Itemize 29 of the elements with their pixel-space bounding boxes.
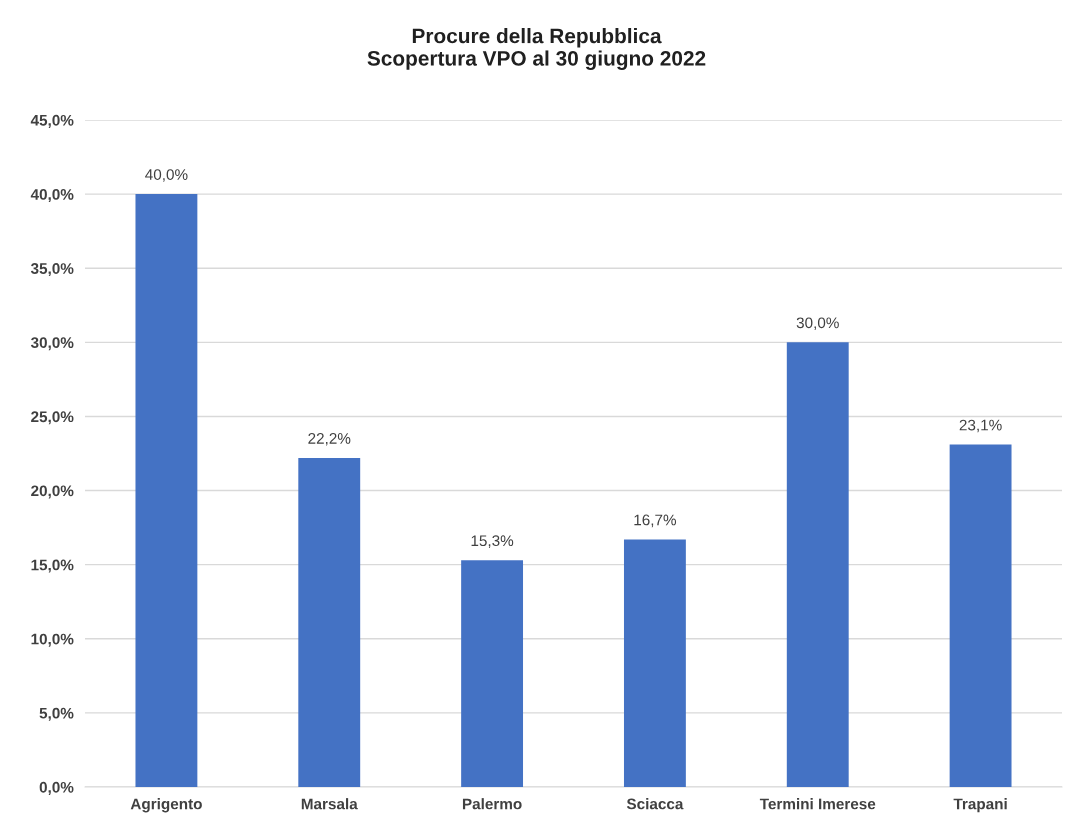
y-tick-label: 5,0% xyxy=(39,707,74,721)
y-tick-label: 20,0% xyxy=(31,485,74,499)
y-tick-label: 35,0% xyxy=(30,263,74,277)
data-label: 15,3% xyxy=(471,535,514,548)
y-tick-label: 25,0% xyxy=(31,411,74,425)
y-tick-label: 0,0% xyxy=(39,781,74,795)
data-label: 16,7% xyxy=(634,514,677,528)
x-tick-label: Agrigento xyxy=(130,798,202,813)
y-tick-label: 40,0% xyxy=(30,188,74,203)
data-label: 40,0% xyxy=(145,169,188,182)
x-tick-label: Marsala xyxy=(301,798,358,810)
data-label: 22,2% xyxy=(308,433,351,446)
x-tick-label: Palermo xyxy=(462,798,522,810)
x-tick-label: Sciacca xyxy=(626,798,684,810)
x-tick-label: Termini Imerese xyxy=(759,798,876,810)
x-tick-label: Trapani xyxy=(953,798,1007,813)
chart-title: Procure della Repubblica Scopertura VPO al 30 giugno 2022 xyxy=(367,28,706,70)
bar xyxy=(135,194,198,787)
bar xyxy=(298,457,361,787)
y-tick-label: 10,0% xyxy=(31,633,74,647)
bar xyxy=(786,342,849,787)
bar xyxy=(623,539,686,787)
bar xyxy=(949,444,1012,787)
data-label: 30,0% xyxy=(796,317,839,331)
bar xyxy=(461,560,524,787)
y-tick-label: 45,0% xyxy=(30,114,74,128)
y-tick-label: 15,0% xyxy=(31,559,74,573)
y-tick-label: 30,0% xyxy=(30,337,74,351)
data-label: 23,1% xyxy=(959,419,1002,433)
